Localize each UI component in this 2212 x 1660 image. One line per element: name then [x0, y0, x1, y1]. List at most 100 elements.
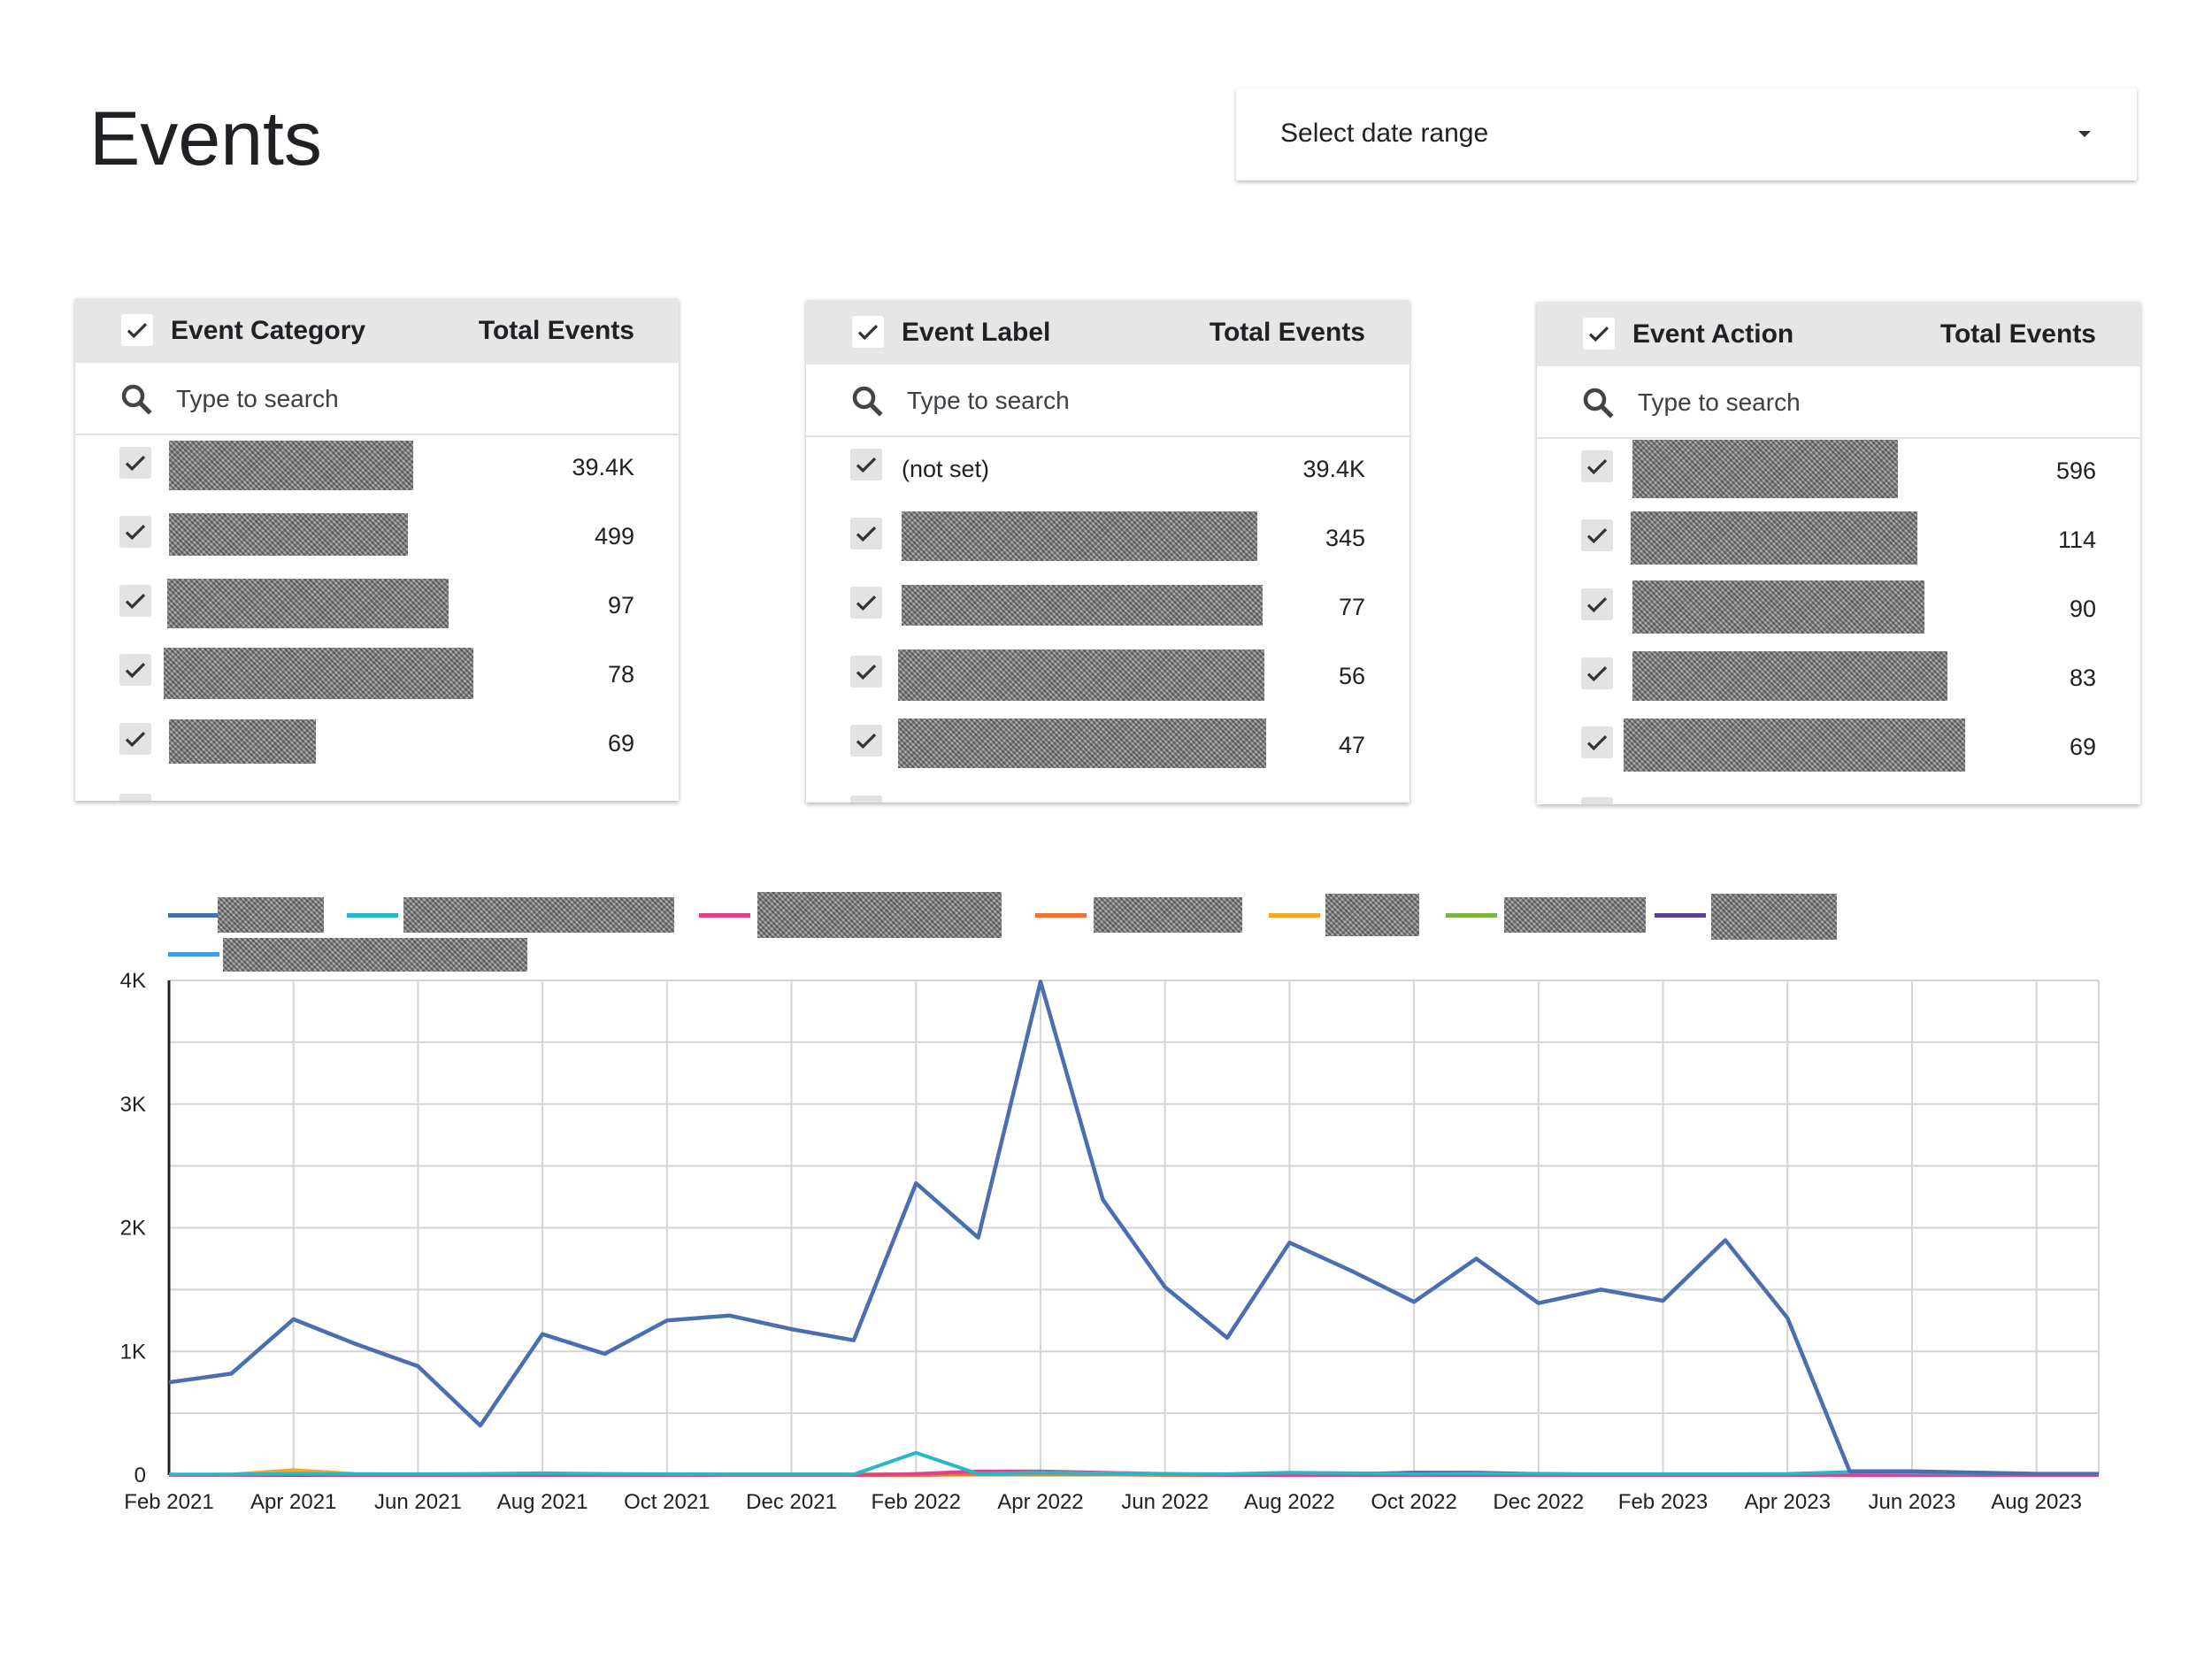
table-row[interactable]: (not set) 39.4K: [806, 436, 1409, 505]
legend-swatch: [699, 913, 750, 918]
dimension-header[interactable]: Event Label: [902, 318, 1051, 347]
row-checkbox[interactable]: [1581, 519, 1613, 551]
legend-redacted-label[interactable]: [218, 897, 324, 933]
x-tick-label: Aug 2022: [1244, 1490, 1335, 1514]
legend-swatch: [1655, 913, 1706, 918]
legend-redacted-label[interactable]: [403, 897, 674, 933]
dimension-header[interactable]: Event Action: [1632, 319, 1794, 349]
check-icon: [1586, 527, 1608, 544]
x-tick-label: Apr 2023: [1745, 1490, 1831, 1514]
row-checkbox[interactable]: [1581, 726, 1613, 758]
row-checkbox[interactable]: [850, 725, 882, 757]
row-checkbox[interactable]: [1581, 450, 1613, 482]
table-row[interactable]: 69: [1537, 714, 2140, 783]
series-line-0[interactable]: [168, 980, 2099, 1476]
legend-redacted-label[interactable]: [223, 938, 527, 972]
row-value: 97: [607, 592, 634, 619]
chart-grid: [168, 980, 2100, 1476]
redacted-label: [1632, 580, 1924, 634]
y-tick-label: 1K: [120, 1340, 146, 1364]
legend-swatch: [168, 913, 219, 918]
legend-redacted-label[interactable]: [1504, 897, 1646, 933]
caret-down-icon: [2078, 131, 2091, 137]
redacted-label: [169, 719, 316, 764]
check-icon: [856, 457, 877, 473]
redacted-label: [169, 513, 408, 556]
table-row[interactable]: 596: [1537, 438, 2140, 507]
legend-redacted-label[interactable]: [1094, 897, 1242, 933]
check-icon: [1586, 458, 1608, 475]
row-checkbox[interactable]: [850, 449, 882, 480]
row-checkbox[interactable]: [1581, 657, 1613, 689]
date-range-label: Select date range: [1280, 119, 1489, 148]
legend-redacted-label[interactable]: [1325, 894, 1419, 936]
row-checkbox[interactable]: [850, 656, 882, 688]
metric-header[interactable]: Total Events: [1209, 318, 1365, 347]
table-row[interactable]: 345: [806, 505, 1409, 574]
table-row[interactable]: 69: [75, 711, 679, 780]
table-row[interactable]: 47: [806, 712, 1409, 781]
x-tick-label: Apr 2022: [997, 1490, 1083, 1514]
check-icon: [1586, 596, 1608, 613]
select-all-checkbox[interactable]: [1583, 318, 1615, 350]
legend-redacted-label[interactable]: [1711, 894, 1837, 940]
table-row[interactable]: 83: [1537, 645, 2140, 714]
row-checkbox[interactable]: [850, 587, 882, 619]
table-row[interactable]: 114: [1537, 507, 2140, 576]
row-checkbox[interactable]: [1581, 588, 1613, 620]
row-value: 47: [1338, 732, 1365, 758]
row-checkbox[interactable]: [850, 518, 882, 549]
x-tick-label: Feb 2021: [124, 1490, 213, 1514]
metric-header[interactable]: Total Events: [1939, 319, 2096, 349]
table-row[interactable]: 97: [75, 573, 679, 642]
dimension-header[interactable]: Event Category: [171, 316, 366, 345]
check-icon: [856, 526, 877, 542]
table-row[interactable]: 56: [806, 643, 1409, 712]
table-row[interactable]: 78: [75, 642, 679, 711]
row-checkbox[interactable]: [119, 447, 151, 479]
table-row[interactable]: 499: [75, 503, 679, 573]
redacted-label: [167, 579, 449, 628]
row-value: 345: [1325, 525, 1365, 551]
row-checkbox[interactable]: [119, 794, 151, 801]
x-tick-label: Oct 2022: [1371, 1490, 1456, 1514]
check-icon: [125, 524, 146, 541]
chart-series: [168, 980, 2100, 1477]
series-line-1[interactable]: [169, 1450, 2100, 1477]
table-row[interactable]: 90: [1537, 576, 2140, 645]
y-tick-label: 3K: [120, 1093, 146, 1117]
legend-swatch: [1269, 913, 1320, 918]
search-input[interactable]: [1636, 382, 2082, 423]
table-row[interactable]: 39.4K: [75, 434, 679, 503]
legend-swatch: [1035, 913, 1087, 918]
check-icon: [1586, 665, 1608, 682]
row-checkbox[interactable]: [1581, 797, 1613, 804]
row-checkbox[interactable]: [119, 516, 151, 548]
event-label-table: Event Label Total Events (not set) 39.4K…: [806, 300, 1409, 803]
table-header: Event Category Total Events: [75, 298, 679, 363]
redacted-label: [898, 649, 1264, 701]
x-tick-label: Dec 2021: [746, 1490, 837, 1514]
row-checkbox[interactable]: [850, 795, 882, 803]
row-checkbox[interactable]: [119, 723, 151, 755]
row-checkbox[interactable]: [119, 654, 151, 686]
search-input[interactable]: [905, 380, 1351, 421]
select-all-checkbox[interactable]: [121, 314, 153, 346]
row-checkbox[interactable]: [119, 585, 151, 617]
x-tick-label: Jun 2021: [374, 1490, 462, 1514]
page-title: Events: [89, 96, 322, 181]
check-icon: [1588, 326, 1609, 342]
row-value: 77: [1338, 594, 1365, 620]
check-icon: [856, 595, 877, 611]
row-value: 69: [607, 730, 634, 757]
row-value: 78: [607, 661, 634, 688]
row-value: 69: [2069, 734, 2096, 760]
date-range-select[interactable]: Select date range: [1236, 88, 2137, 181]
legend-redacted-label[interactable]: [757, 892, 1002, 938]
search-input[interactable]: [174, 379, 620, 419]
table-row[interactable]: 77: [806, 574, 1409, 643]
chart-axes: 0 1K 2K 3K 4K Feb 2021 Apr 2021 Jun 2021 Aug 202…: [120, 969, 2099, 1514]
select-all-checkbox[interactable]: [852, 316, 884, 348]
metric-header[interactable]: Total Events: [478, 316, 634, 345]
